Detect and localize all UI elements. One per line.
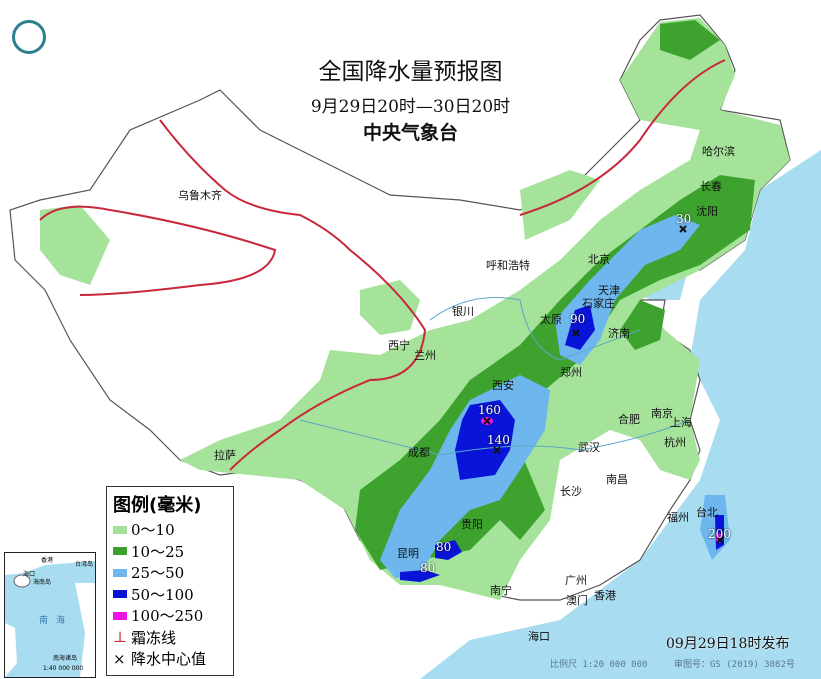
city-label: 济南 (608, 327, 630, 340)
city-label: 长春 (700, 180, 722, 193)
city-label: 太原 (540, 313, 562, 326)
cross-icon: × (113, 649, 126, 668)
frost-line-icon: ⊥ (113, 628, 128, 647)
city-label: 银川 (452, 305, 474, 318)
cma-logo (12, 20, 46, 54)
city-label: 昆明 (397, 547, 419, 560)
city-label: 香港 (594, 589, 616, 602)
inset-sea: 南海 (39, 616, 74, 626)
center-value: 30 (676, 212, 692, 226)
center-value: 160 (478, 403, 501, 417)
frost-line (39, 59, 726, 471)
city-label: 贵阳 (461, 518, 483, 531)
forecast-period: 9月29日20时—30日20时 (310, 97, 511, 117)
legend-label: 25～50 (131, 564, 185, 583)
city-label: 上海 (670, 416, 692, 429)
city-label: 成都 (408, 446, 430, 459)
center-markers (483, 225, 724, 544)
city-label: 兰州 (414, 349, 436, 362)
center-value: 200 (708, 527, 731, 541)
center-value: 140 (487, 433, 510, 447)
city-label: 哈尔滨 (702, 145, 735, 158)
inset-hainan: 海南岛 (33, 579, 52, 586)
rain-0-10 (40, 18, 790, 600)
center-value: 90 (570, 312, 586, 326)
center-value: 80 (420, 561, 436, 575)
center-value-label: 降水中心值 (131, 650, 207, 669)
publish-time: 09月29日18时发布 (666, 636, 790, 652)
city-label: 南宁 (490, 584, 512, 597)
legend-swatch (113, 547, 127, 556)
map-title: 全国降水量预报图 (318, 59, 503, 85)
legend-item: 100～250 (113, 605, 227, 627)
city-label: 合肥 (618, 413, 640, 426)
inset-tw: 台湾岛 (75, 561, 94, 568)
legend-title: 图例(毫米) (113, 495, 202, 516)
legend-item: 25～50 (113, 562, 227, 584)
city-label: 石家庄 (582, 297, 615, 310)
city-label: 西安 (492, 379, 514, 392)
legend: 图例(毫米) 0～10 10～25 25～50 50～100 100～250 ⊥ 霜冻线 … (106, 486, 234, 676)
inset-islands: 南海诸岛 (53, 655, 78, 662)
legend-label: 0～10 (131, 521, 175, 540)
city-label: 武汉 (578, 441, 600, 454)
legend-swatch (113, 590, 127, 599)
map-scale: 比例尺 1:20 000 000 (550, 660, 648, 670)
city-label: 呼和浩特 (486, 259, 530, 272)
legend-label: 50～100 (131, 585, 194, 604)
legend-frost-line: ⊥ 霜冻线 (113, 627, 227, 649)
city-label: 沈阳 (696, 205, 718, 218)
legend-swatch (113, 525, 127, 534)
city-label: 南京 (651, 407, 673, 420)
legend-label: 10～25 (131, 542, 185, 561)
city-label: 拉萨 (214, 449, 236, 462)
city-label: 长沙 (560, 485, 582, 498)
city-label: 海口 (528, 630, 550, 643)
legend-label: 100～250 (131, 607, 204, 626)
city-label: 福州 (667, 511, 689, 524)
frost-line-label: 霜冻线 (131, 628, 177, 647)
legend-center-value: × 降水中心值 (113, 648, 227, 670)
city-label: 郑州 (560, 366, 582, 379)
south-china-sea-inset: 海口 海南岛 香港 台湾岛 南海 南海诸岛 1:40 000 000 (4, 552, 96, 678)
center-value: 80 (436, 540, 452, 554)
city-label: 南昌 (606, 473, 628, 486)
inset-hk: 香港 (41, 557, 54, 564)
inset-scale: 1:40 000 000 (43, 665, 84, 672)
rivers (299, 297, 691, 456)
approval-number: 审图号：GS (2019) 3082号 (674, 660, 795, 670)
legend-item: 10～25 (113, 541, 227, 563)
city-label: 西宁 (388, 339, 410, 352)
city-label: 澳门 (566, 594, 588, 607)
legend-item: 0～10 (113, 519, 227, 541)
city-label: 北京 (588, 253, 610, 266)
legend-swatch (113, 611, 127, 620)
city-label: 乌鲁木齐 (178, 189, 222, 202)
city-label: 广州 (565, 574, 587, 587)
city-label: 台北 (696, 506, 718, 519)
issuer: 中央气象台 (362, 122, 458, 144)
legend-item: 50～100 (113, 584, 227, 606)
city-label: 天津 (598, 284, 620, 297)
legend-swatch (113, 568, 127, 577)
city-label: 杭州 (664, 436, 686, 449)
inset-haikou: 海口 (23, 571, 36, 578)
